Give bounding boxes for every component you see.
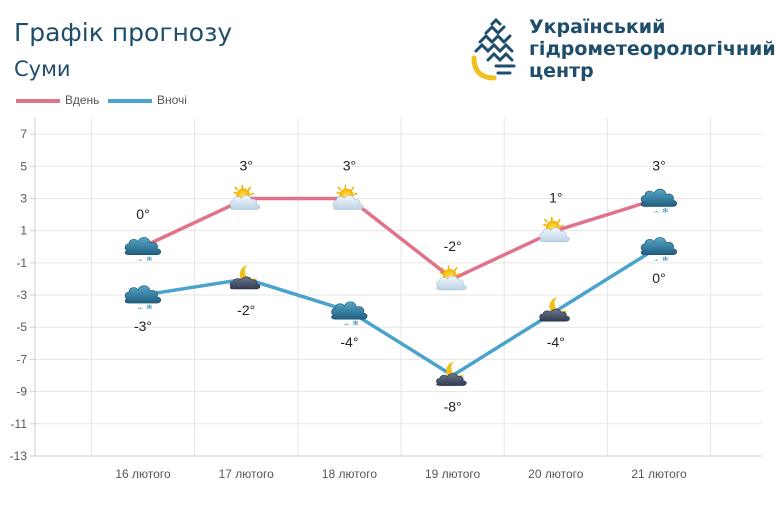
organization-name-line: Український [529, 16, 666, 38]
y-tick-label: -13 [10, 449, 28, 463]
x-tick-label: 19 лютого [425, 467, 481, 481]
sun-cloud-icon [332, 184, 364, 211]
city-name: Суми [14, 57, 71, 81]
y-tick-label: 3 [20, 191, 27, 205]
legend-label-night: Вночі [157, 93, 187, 107]
x-tick-label: 21 лютого [631, 467, 687, 481]
y-tick-label: 7 [20, 127, 27, 141]
data-label: -2° [237, 302, 255, 318]
moon-cloud-icon [229, 264, 261, 290]
organization-block: Український гідрометеорологічний центр [466, 16, 775, 86]
x-tick-label: 20 лютого [528, 467, 584, 481]
y-tick-label: -11 [11, 417, 28, 431]
data-label: -2° [444, 238, 462, 254]
legend-swatch-night [108, 99, 152, 103]
data-label: 1° [549, 190, 562, 206]
moon-cloud-icon [436, 361, 467, 386]
organization-name-line: центр [529, 60, 594, 82]
x-tick-label: 16 лютого [115, 467, 171, 481]
y-tick-label: -1 [16, 256, 27, 270]
x-tick-label: 18 лютого [322, 467, 378, 481]
series-line-day [141, 196, 661, 281]
sun-cloud-icon [538, 216, 571, 243]
series-line-night [141, 245, 661, 378]
chart-title: Графік прогнозу [14, 18, 233, 47]
data-label: 3° [343, 157, 356, 173]
x-tick-label: 17 лютого [219, 467, 275, 481]
y-tick-label: 5 [20, 159, 27, 173]
data-label: 3° [240, 157, 253, 173]
data-label: -4° [547, 334, 565, 350]
moon-cloud-icon [539, 297, 570, 322]
legend-label-day: Вдень [65, 93, 100, 107]
data-label: -4° [340, 334, 358, 350]
cloud-snow-icon [331, 301, 368, 326]
y-tick-label: -7 [16, 352, 27, 366]
organization-name: Український гідрометеорологічний центр [529, 16, 775, 82]
organization-name-line: гідрометеорологічний [529, 38, 775, 60]
chart-labels: 0° 3° 3° -2° 1° 3° -3° -2° -4° -8° -4° 0° [134, 157, 666, 414]
cloud-snow-icon [124, 285, 162, 310]
data-label: -3° [134, 318, 152, 334]
cloud-snow-icon [640, 188, 678, 213]
y-tick-label: -3 [16, 288, 27, 302]
legend-swatch-day [16, 99, 60, 103]
data-label: 0° [652, 270, 665, 286]
water-drop-logo-icon [471, 17, 516, 81]
y-tick-label: -5 [16, 320, 27, 334]
data-label: 0° [136, 206, 149, 222]
chart-axes: 7 5 3 1 -1 -3 -5 -7 -9 -11 -13 16 лютого 17 лютого 18… [10, 118, 762, 481]
data-label: 3° [652, 157, 665, 173]
cloud-snow-icon [640, 236, 678, 261]
y-tick-label: 1 [20, 224, 27, 238]
data-label: -8° [444, 399, 462, 415]
chart-series [124, 184, 678, 386]
y-tick-label: -9 [16, 385, 27, 399]
